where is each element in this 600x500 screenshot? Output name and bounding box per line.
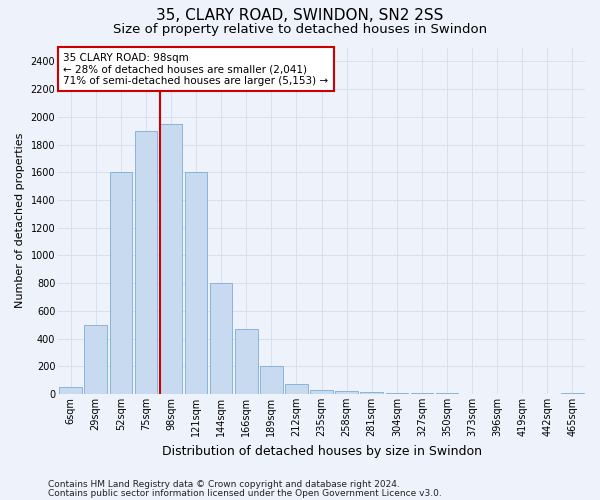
- Bar: [235, 329, 257, 394]
- Bar: [260, 366, 283, 394]
- Text: Contains public sector information licensed under the Open Government Licence v3: Contains public sector information licen…: [48, 488, 442, 498]
- Bar: [335, 391, 358, 394]
- Bar: [386, 393, 408, 394]
- Bar: [160, 124, 182, 394]
- Text: 35 CLARY ROAD: 98sqm
← 28% of detached houses are smaller (2,041)
71% of semi-de: 35 CLARY ROAD: 98sqm ← 28% of detached h…: [64, 52, 328, 86]
- Bar: [185, 172, 208, 394]
- X-axis label: Distribution of detached houses by size in Swindon: Distribution of detached houses by size …: [161, 444, 482, 458]
- Bar: [310, 390, 333, 394]
- Text: Size of property relative to detached houses in Swindon: Size of property relative to detached ho…: [113, 22, 487, 36]
- Bar: [59, 387, 82, 394]
- Bar: [85, 324, 107, 394]
- Y-axis label: Number of detached properties: Number of detached properties: [15, 133, 25, 308]
- Bar: [134, 130, 157, 394]
- Text: 35, CLARY ROAD, SWINDON, SN2 2SS: 35, CLARY ROAD, SWINDON, SN2 2SS: [157, 8, 443, 22]
- Bar: [285, 384, 308, 394]
- Bar: [210, 283, 232, 394]
- Text: Contains HM Land Registry data © Crown copyright and database right 2024.: Contains HM Land Registry data © Crown c…: [48, 480, 400, 489]
- Bar: [361, 392, 383, 394]
- Bar: [110, 172, 132, 394]
